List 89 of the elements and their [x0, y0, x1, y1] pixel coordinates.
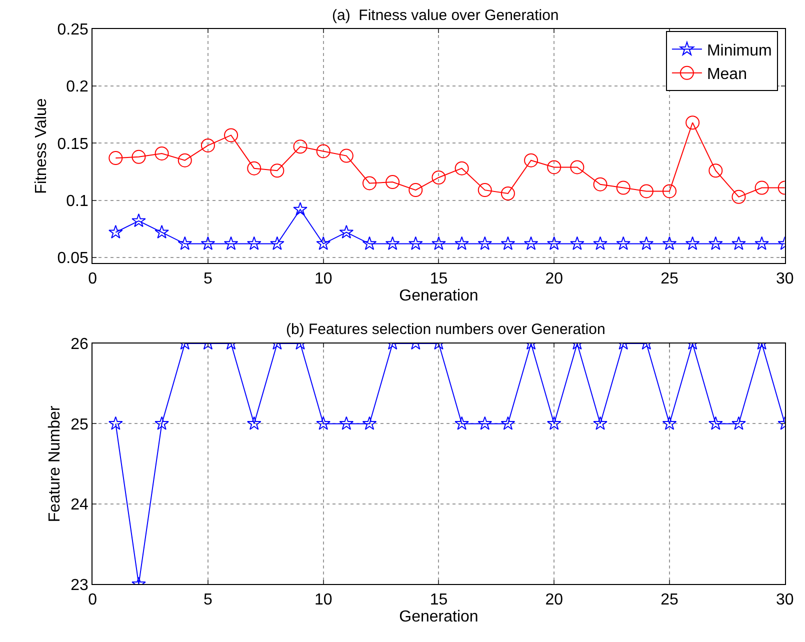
x-axis-title: Generation: [399, 608, 478, 626]
x-tick-label: 25: [660, 591, 678, 608]
point: [593, 177, 608, 192]
point: [339, 224, 354, 239]
x-tick-label: 5: [204, 270, 212, 288]
point: [708, 236, 723, 250]
point: [662, 184, 676, 198]
point: [385, 236, 400, 250]
x-tick-label: 20: [545, 591, 564, 608]
point: [270, 164, 284, 178]
point: [270, 236, 284, 250]
point: [200, 236, 216, 250]
x-tick-label: 15: [430, 591, 448, 608]
point: [316, 236, 331, 250]
y-tick-label: 23: [70, 576, 88, 594]
x-axis-title: Generation: [399, 287, 478, 304]
point: [386, 175, 400, 190]
point: [132, 150, 146, 164]
point: [178, 236, 192, 250]
x-tick-label: 30: [776, 591, 794, 608]
point: [154, 146, 169, 160]
point: [362, 236, 377, 250]
y-tick-label: 0.15: [57, 136, 88, 153]
point: [547, 160, 562, 174]
point: [132, 213, 146, 228]
y-tick-label: 25: [70, 416, 88, 434]
point: [686, 116, 700, 130]
point: [178, 153, 192, 168]
point: [108, 151, 123, 166]
legend-label: Mean: [706, 66, 747, 84]
y-tick-label: 24: [70, 496, 88, 514]
y-tick-label: 26: [70, 336, 88, 354]
point: [732, 190, 746, 204]
point: [200, 138, 215, 152]
point: [478, 236, 492, 250]
legend-label: Minimum: [706, 42, 772, 60]
point: [154, 224, 169, 239]
x-tick-label: 20: [545, 270, 564, 288]
point: [247, 161, 262, 176]
point: [362, 176, 376, 190]
point: [639, 184, 654, 198]
point: [685, 236, 700, 250]
point: [500, 236, 516, 250]
point: [593, 236, 608, 250]
chart-title: (a) Fitness value over Generation: [332, 7, 559, 24]
point: [570, 236, 584, 250]
y-tick-label: 0.05: [57, 250, 88, 268]
x-tick-label: 0: [88, 270, 98, 288]
point: [108, 224, 123, 239]
point: [316, 144, 330, 158]
point: [754, 180, 769, 195]
point: [708, 164, 723, 178]
point: [408, 183, 423, 198]
point: [408, 236, 423, 250]
x-tick-label: 5: [204, 591, 212, 608]
point: [478, 183, 492, 198]
chart-title: (b) Features selection numbers over Generation: [286, 321, 606, 338]
point: [293, 140, 308, 154]
x-tick-label: 25: [660, 270, 678, 288]
point: [432, 236, 446, 250]
point: [639, 236, 654, 250]
x-tick-label: 10: [314, 591, 332, 608]
point: [293, 202, 308, 216]
x-tick-label: 0: [88, 591, 98, 608]
point: [339, 148, 354, 163]
y-axis-title: Feature Number: [46, 404, 64, 522]
y-tick-label: 0.25: [57, 21, 88, 38]
point: [570, 160, 584, 174]
y-tick-label: 0.2: [66, 78, 88, 96]
point: [454, 161, 469, 176]
point: [454, 236, 469, 250]
x-tick-label: 15: [430, 270, 448, 288]
point: [662, 236, 677, 250]
point: [224, 236, 238, 250]
point: [432, 170, 446, 184]
point: [500, 186, 515, 200]
y-axis-title: Fitness Value: [33, 98, 50, 194]
x-tick-label: 30: [776, 270, 794, 288]
point: [546, 236, 562, 250]
point: [524, 153, 538, 168]
point: [224, 128, 238, 142]
point: [616, 180, 630, 195]
point: [616, 236, 630, 250]
point: [246, 236, 262, 250]
point: [754, 236, 769, 250]
x-tick-label: 10: [314, 270, 332, 288]
point: [524, 236, 538, 250]
point: [732, 236, 746, 250]
y-tick-label: 0.1: [66, 192, 88, 210]
